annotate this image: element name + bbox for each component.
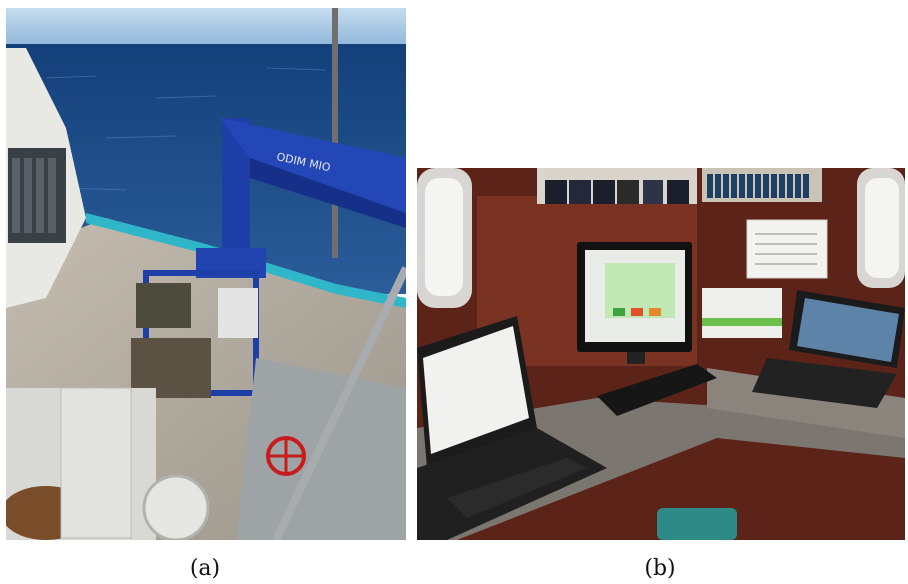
lab-illustration — [417, 168, 905, 540]
laptop-left — [417, 316, 607, 540]
paper-stack — [702, 288, 782, 338]
photo-ship-deck-winch: ODIM MIO — [6, 8, 406, 540]
laptop-right — [752, 290, 905, 408]
chair — [657, 508, 737, 540]
ship-deck-illustration: ODIM MIO — [6, 8, 406, 540]
panel-label-b: (b) — [644, 556, 676, 581]
desktop-monitor — [577, 242, 692, 364]
binder-shelf — [537, 168, 697, 204]
mast — [332, 8, 338, 258]
cable-drum — [6, 387, 210, 540]
clipboard-notes — [746, 219, 828, 279]
photo-lab-computers — [417, 168, 905, 540]
panel-label-a: (a) — [189, 556, 221, 581]
winch-frame — [131, 270, 259, 398]
ladder-rail — [272, 266, 406, 540]
book-shelf — [702, 168, 822, 202]
sky — [6, 8, 406, 46]
keyboard — [597, 364, 717, 416]
